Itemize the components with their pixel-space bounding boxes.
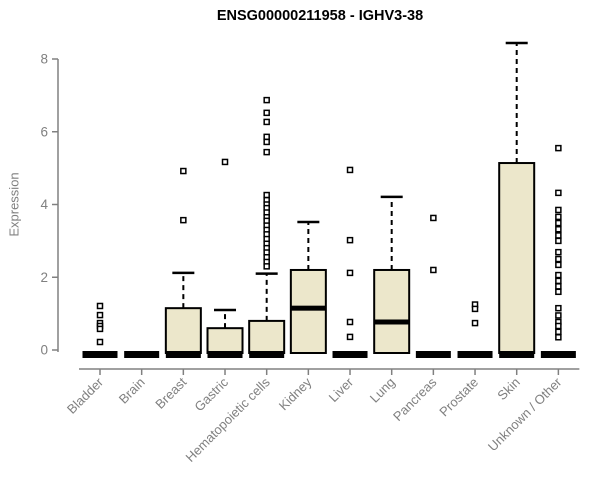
- outlier-point: [555, 288, 562, 296]
- collapsed-box-liver: [332, 351, 368, 358]
- outlier-point: [555, 237, 562, 245]
- outlier-point: [221, 158, 229, 166]
- outlier-point: [555, 283, 562, 290]
- collapsed-box-brain: [124, 351, 160, 358]
- x-tick-label: Kidney: [276, 374, 315, 413]
- outlier-point: [555, 312, 562, 319]
- outlier-point: [555, 189, 562, 197]
- outlier-point: [555, 271, 562, 279]
- outlier-point: [555, 261, 562, 269]
- x-tick-label: Prostate: [436, 375, 481, 420]
- outlier-point: [346, 333, 354, 341]
- outlier-point: [555, 328, 562, 336]
- outlier-point: [555, 277, 562, 285]
- y-tick-label: 8: [40, 52, 48, 67]
- x-tick-label: Breast: [152, 374, 189, 411]
- outlier-point: [430, 266, 437, 274]
- outlier-point: [555, 248, 562, 256]
- outlier-point: [555, 206, 562, 214]
- outlier-point: [96, 311, 104, 319]
- collapsed-box-unknown-other: [540, 351, 576, 358]
- outlier-point: [555, 304, 562, 312]
- outlier-point: [346, 166, 354, 174]
- x-tick-label: Brain: [116, 375, 148, 407]
- median-line: [290, 305, 326, 311]
- outlier-point: [555, 322, 562, 330]
- box-hematopoietic-cells: [248, 319, 286, 354]
- median-line: [499, 351, 535, 358]
- outlier-point: [555, 225, 562, 233]
- outlier-point: [430, 214, 437, 222]
- outlier-point: [555, 144, 562, 152]
- x-tick-label: Liver: [326, 374, 357, 405]
- x-tick-label: Lung: [367, 375, 398, 406]
- outlier-point: [555, 334, 562, 341]
- outlier-point: [263, 138, 270, 146]
- outlier-point: [471, 305, 479, 313]
- outlier-point: [555, 219, 562, 227]
- x-tick-label: Gastric: [191, 374, 231, 414]
- outlier-point: [96, 325, 104, 333]
- outlier-point: [263, 96, 270, 104]
- median-line: [165, 351, 201, 358]
- outlier-point: [96, 302, 104, 310]
- outlier-point: [263, 109, 270, 117]
- median-line: [249, 351, 285, 358]
- y-tick-label: 2: [40, 270, 48, 285]
- box-skin: [498, 162, 536, 354]
- outlier-point: [555, 232, 562, 239]
- y-tick-label: 4: [40, 197, 48, 212]
- collapsed-box-bladder: [82, 351, 118, 358]
- x-tick-label: Unknown / Other: [485, 374, 565, 454]
- outlier-point: [346, 269, 354, 277]
- outlier-point: [471, 319, 479, 327]
- outlier-point: [346, 236, 354, 244]
- box-lung: [373, 268, 411, 355]
- outlier-point: [180, 167, 187, 175]
- outlier-point: [555, 213, 562, 221]
- outlier-point: [263, 118, 270, 126]
- x-tick-label: Skin: [494, 375, 522, 403]
- collapsed-box-prostate: [457, 351, 493, 358]
- outlier-point: [263, 133, 270, 141]
- collapsed-box-pancreas: [415, 351, 451, 358]
- box-kidney: [289, 268, 327, 355]
- outlier-point: [263, 148, 270, 156]
- median-line: [374, 319, 410, 325]
- outlier-point: [555, 255, 562, 263]
- box-breast: [164, 307, 202, 355]
- x-tick-label: Bladder: [64, 374, 107, 417]
- outlier-point: [263, 191, 270, 199]
- y-tick-label: 6: [40, 124, 48, 139]
- outlier-point: [263, 263, 270, 270]
- outlier-point: [96, 338, 104, 346]
- x-tick-label: Pancreas: [390, 374, 440, 424]
- outlier-point: [346, 318, 354, 326]
- outlier-point: [180, 216, 187, 224]
- box-gastric: [206, 327, 244, 354]
- median-line: [207, 351, 243, 358]
- y-tick-label: 0: [40, 343, 48, 358]
- chart-title: ENSG00000211958 - IGHV3-38: [216, 8, 424, 24]
